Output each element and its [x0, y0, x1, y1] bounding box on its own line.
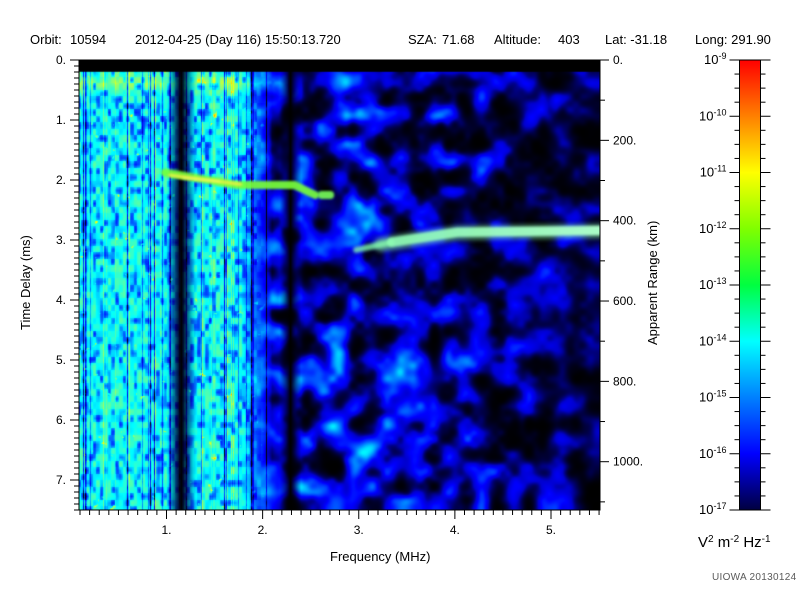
svg-text:1.: 1.: [161, 523, 171, 537]
svg-text:400.: 400.: [613, 214, 636, 228]
svg-text:0.: 0.: [613, 53, 623, 67]
svg-text:10-10: 10-10: [699, 107, 726, 123]
svg-text:4.: 4.: [56, 293, 66, 307]
svg-text:10-11: 10-11: [700, 164, 727, 180]
svg-text:7.: 7.: [56, 473, 66, 487]
svg-text:800.: 800.: [613, 374, 636, 388]
svg-text:3.: 3.: [354, 523, 364, 537]
svg-text:4.: 4.: [450, 523, 460, 537]
svg-text:0.: 0.: [56, 53, 66, 67]
svg-text:600.: 600.: [613, 294, 636, 308]
svg-text:10-15: 10-15: [699, 389, 726, 405]
svg-text:3.: 3.: [56, 233, 66, 247]
svg-text:200.: 200.: [613, 133, 636, 147]
svg-text:10-12: 10-12: [699, 220, 726, 236]
svg-text:10-13: 10-13: [699, 276, 726, 292]
svg-text:10-17: 10-17: [699, 501, 726, 517]
svg-text:1000.: 1000.: [613, 455, 643, 469]
svg-text:2.: 2.: [56, 173, 66, 187]
svg-text:1.: 1.: [56, 113, 66, 127]
svg-text:10-14: 10-14: [699, 332, 726, 348]
svg-text:10-9: 10-9: [704, 51, 726, 67]
svg-text:2.: 2.: [258, 523, 268, 537]
svg-text:10-16: 10-16: [699, 445, 726, 461]
svg-text:5.: 5.: [546, 523, 556, 537]
svg-text:6.: 6.: [56, 413, 66, 427]
svg-text:5.: 5.: [56, 353, 66, 367]
